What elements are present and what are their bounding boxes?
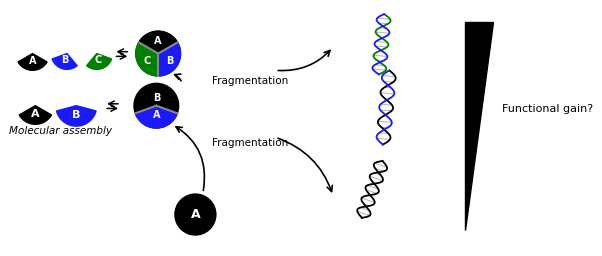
Text: C: C — [95, 56, 102, 66]
Polygon shape — [18, 54, 47, 70]
Text: A: A — [152, 110, 160, 120]
Text: B: B — [166, 56, 173, 66]
Text: B: B — [72, 110, 81, 120]
Polygon shape — [136, 42, 158, 76]
Polygon shape — [52, 54, 77, 69]
Polygon shape — [57, 106, 96, 126]
Text: C: C — [143, 56, 150, 66]
Text: A: A — [29, 56, 36, 66]
Text: B: B — [61, 56, 69, 66]
Circle shape — [136, 31, 181, 76]
Text: A: A — [31, 109, 40, 119]
Text: Molecular assembly: Molecular assembly — [9, 126, 113, 136]
Polygon shape — [87, 54, 111, 69]
Circle shape — [175, 194, 216, 235]
Polygon shape — [158, 42, 181, 76]
Text: Fragmentation: Fragmentation — [212, 138, 288, 148]
Text: B: B — [153, 93, 160, 103]
Text: A: A — [191, 208, 200, 221]
Polygon shape — [139, 31, 178, 54]
Polygon shape — [19, 106, 52, 124]
Circle shape — [134, 83, 179, 128]
Text: Fragmentation: Fragmentation — [212, 77, 288, 87]
Text: Functional gain?: Functional gain? — [503, 104, 594, 114]
Polygon shape — [465, 22, 493, 230]
Text: A: A — [155, 36, 162, 47]
Polygon shape — [135, 106, 178, 128]
